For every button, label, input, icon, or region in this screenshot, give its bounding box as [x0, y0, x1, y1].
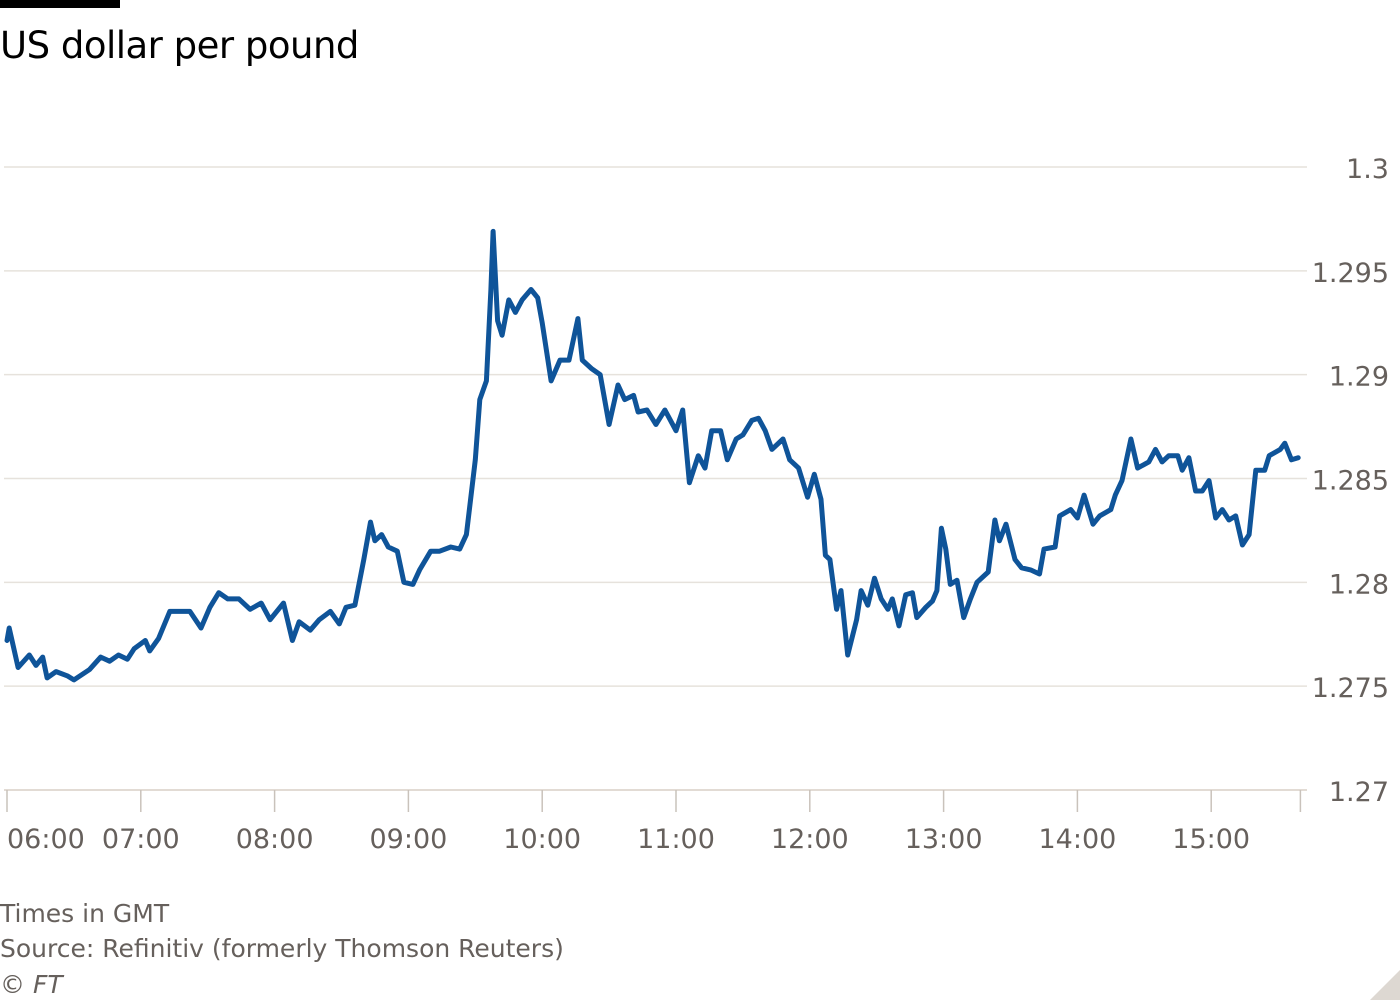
- y-tick-label: 1.275: [1312, 673, 1389, 704]
- ft-top-bar: [0, 0, 120, 8]
- x-tick-label: 15:00: [1172, 824, 1250, 855]
- source-note: Source: Refinitiv (formerly Thomson Reut…: [0, 934, 564, 963]
- chart-title: US dollar per pound: [0, 24, 359, 67]
- x-tick-label: 13:00: [905, 824, 983, 855]
- x-tick-label: 12:00: [771, 824, 849, 855]
- x-tick-label: 07:00: [102, 824, 180, 855]
- x-tick-label: 09:00: [369, 824, 447, 855]
- y-tick-label: 1.29: [1329, 362, 1389, 393]
- x-tick-label: 14:00: [1038, 824, 1116, 855]
- series-line-usd-per-gbp: [4, 228, 1301, 683]
- x-tick-label: 08:00: [236, 824, 314, 855]
- x-tick-label: 06:00: [7, 824, 85, 855]
- y-tick-label: 1.3: [1346, 154, 1389, 185]
- y-tick-label: 1.285: [1312, 466, 1389, 497]
- corner-fold-icon: [1370, 970, 1400, 1000]
- y-tick-label: 1.295: [1312, 258, 1389, 289]
- x-tick-label: 10:00: [503, 824, 581, 855]
- time-note: Times in GMT: [0, 899, 170, 928]
- y-tick-label: 1.27: [1329, 777, 1389, 808]
- x-tick-label: 11:00: [637, 824, 715, 855]
- y-tick-label: 1.28: [1329, 569, 1389, 600]
- chart-svg: 1.27 1.275 1.28 1.285 1.29 1.295 1.3 06:00 07:00…: [4, 154, 1389, 855]
- copyright: © FT: [0, 970, 63, 999]
